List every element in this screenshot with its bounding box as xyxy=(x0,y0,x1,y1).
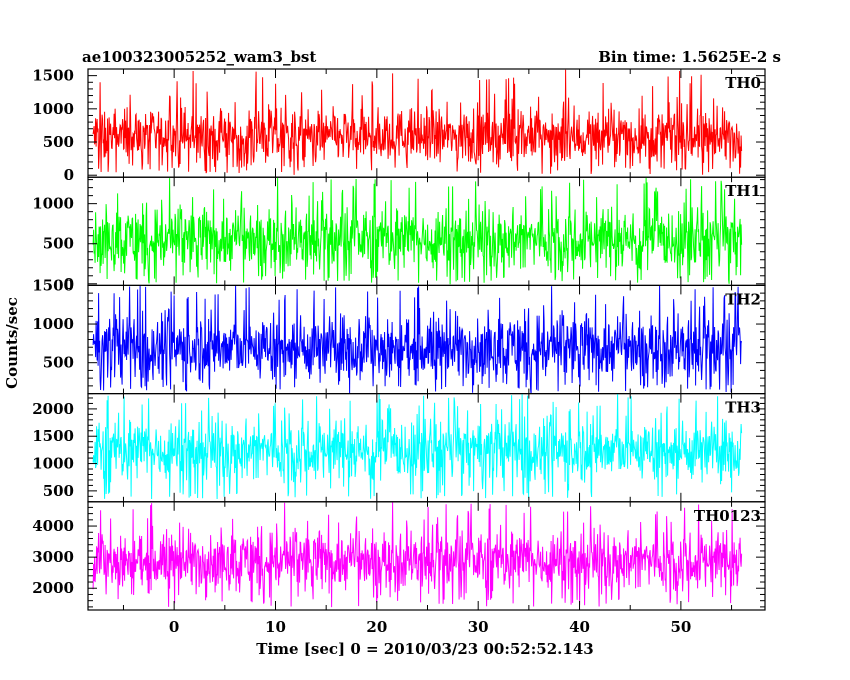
y-tick-label: 500 xyxy=(43,133,74,151)
panel-th3: 500 1000 1500 2000 TH3 xyxy=(32,393,766,503)
panel-th2: 500 1000 1500 TH2 xyxy=(32,276,766,395)
x-tick-label: 30 xyxy=(468,618,489,636)
x-tick-label: 40 xyxy=(569,618,590,636)
panel-label-th3: TH3 xyxy=(725,399,761,417)
panel-label-th2: TH2 xyxy=(725,290,761,308)
y-tick-label: 500 xyxy=(43,354,74,372)
y-tick-label: 3000 xyxy=(32,548,74,566)
y-tick-label: 1000 xyxy=(32,315,74,333)
x-tick-label: 20 xyxy=(366,618,387,636)
y-tick-label: 1500 xyxy=(32,67,74,85)
series-line-th2 xyxy=(92,285,743,394)
bin-time-label: Bin time: 1.5625E-2 s xyxy=(598,48,781,66)
y-axis-label: Counts/sec xyxy=(3,297,21,389)
panel-th1: 0 500 1000 TH1 xyxy=(32,176,766,293)
panel-label-th0123: TH0123 xyxy=(694,507,761,525)
y-tick-label: 1500 xyxy=(32,427,74,445)
y-tick-label: 1500 xyxy=(32,276,74,294)
y-tick-label: 2000 xyxy=(32,579,74,597)
y-tick-label: 500 xyxy=(43,235,74,253)
series-line-th0 xyxy=(92,69,743,175)
panel-label-th0: TH0 xyxy=(725,74,761,92)
x-tick-label: 50 xyxy=(670,618,691,636)
panel-label-th1: TH1 xyxy=(725,182,761,200)
panels-group: 0 500 1000 1500 TH0 0 500 1000 TH1 500 1000 1500 TH2… xyxy=(32,67,766,611)
y-tick-label: 0 xyxy=(64,166,74,184)
panel-th0: 0 500 1000 1500 TH0 xyxy=(32,67,766,184)
series-line-th1 xyxy=(92,177,743,285)
y-tick-label: 1000 xyxy=(32,100,74,118)
panel-frame xyxy=(87,501,766,611)
x-axis: 0 10 20 30 40 50 xyxy=(169,618,691,636)
y-tick-label: 1000 xyxy=(32,195,74,213)
y-tick-label: 2000 xyxy=(32,400,74,418)
series-line-th0123 xyxy=(92,502,743,608)
x-axis-label: Time [sec] 0 = 2010/03/23 00:52:52.143 xyxy=(256,640,593,658)
series-line-th3 xyxy=(92,393,743,500)
y-tick-label: 500 xyxy=(43,482,74,500)
panel-th0123: 2000 3000 4000 TH0123 xyxy=(32,501,766,611)
y-tick-label: 1000 xyxy=(32,455,74,473)
x-tick-label: 0 xyxy=(169,618,179,636)
x-tick-label: 10 xyxy=(265,618,286,636)
y-tick-label: 0 xyxy=(64,275,74,293)
y-tick-label: 4000 xyxy=(32,517,74,535)
chart-title: ae100323005252_wam3_bst xyxy=(82,48,316,66)
